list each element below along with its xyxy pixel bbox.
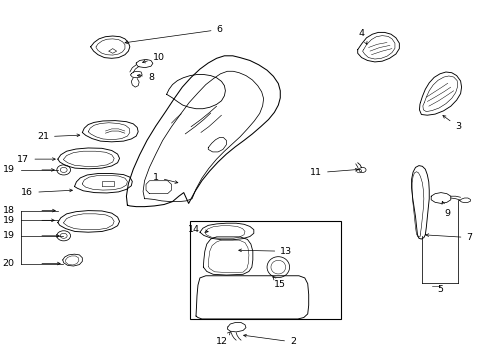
Text: 3: 3 (443, 116, 461, 131)
Text: 5: 5 (437, 285, 443, 294)
Text: 15: 15 (273, 277, 286, 289)
Text: 7: 7 (426, 233, 472, 242)
Text: 9: 9 (442, 201, 450, 217)
Text: 18: 18 (3, 206, 15, 215)
Text: 4: 4 (359, 29, 367, 44)
Text: 2: 2 (244, 334, 296, 346)
Text: 17: 17 (18, 154, 55, 163)
Text: 1: 1 (153, 173, 178, 183)
Text: 21: 21 (37, 132, 80, 141)
Text: 19: 19 (3, 216, 15, 225)
Text: 20: 20 (3, 259, 15, 268)
Bar (190, 221, 341, 319)
Text: 11: 11 (310, 168, 358, 177)
Text: 6: 6 (125, 25, 222, 44)
Text: 12: 12 (216, 332, 230, 346)
Text: 13: 13 (239, 247, 293, 256)
Text: 19: 19 (3, 231, 15, 240)
Text: 10: 10 (143, 53, 165, 63)
Text: 8: 8 (137, 72, 154, 81)
Text: 14: 14 (188, 225, 208, 234)
Text: 16: 16 (22, 188, 73, 197)
Text: 19: 19 (3, 165, 15, 174)
